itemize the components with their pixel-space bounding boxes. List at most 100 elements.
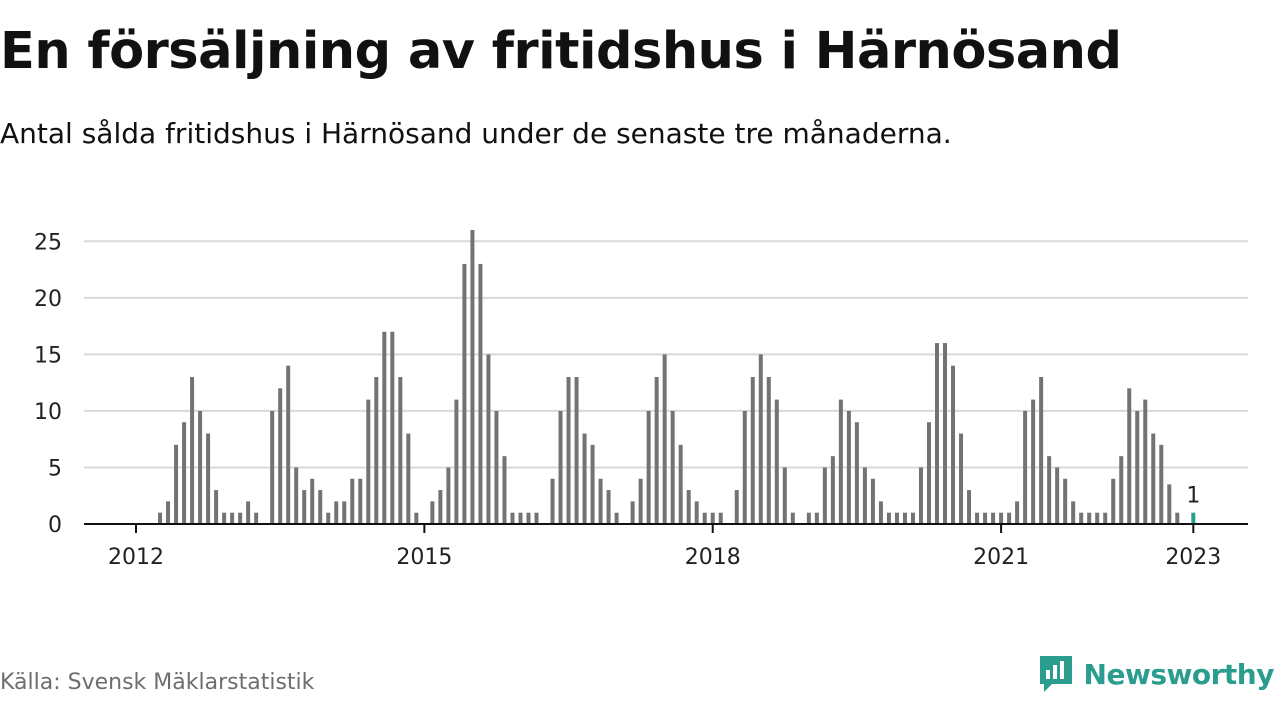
bar [230,512,235,524]
bar [406,433,411,524]
bar [654,377,659,524]
bar [991,512,996,524]
bar [398,377,403,524]
bar [814,512,819,524]
bar [983,512,988,524]
bar [902,512,907,524]
chart-subtitle: Antal sålda fritidshus i Härnösand under… [0,117,952,150]
bar [462,263,467,524]
bar [198,410,203,524]
bar [1135,410,1140,524]
bar [478,263,483,524]
bar [438,490,443,524]
bar [1031,399,1036,524]
bar [734,490,739,524]
bar [366,399,371,524]
bar [278,388,283,524]
bar [558,410,563,524]
bar [742,410,747,524]
bar [935,343,939,524]
bar [830,456,835,524]
bar [1111,478,1116,524]
bar [782,467,787,524]
bar [854,422,859,524]
bar [446,467,451,524]
x-axis-ticks: 2012 2015 2018 2021 2023 [108,524,1221,570]
bar-highlight [1191,512,1196,524]
bar [638,478,643,524]
x-tick-label: 2015 [396,545,452,570]
bar-chart: 0 5 10 15 20 25 2012 2015 2018 2021 2023 1 [34,230,1248,570]
bar [582,433,587,524]
y-tick-label: 5 [48,456,62,481]
bar [214,490,219,524]
x-tick-label: 2021 [973,545,1029,570]
bar [326,512,331,524]
bar [1143,399,1148,524]
y-tick-label: 20 [34,287,62,312]
bar [1079,512,1084,524]
bar [1103,512,1108,524]
bar [430,501,435,524]
bar [310,478,315,524]
bar [718,512,723,524]
bar [222,512,227,524]
bar [766,377,771,524]
bar [1087,512,1092,524]
bar [878,501,883,524]
bar [870,478,875,524]
bar [470,230,475,524]
bar [886,512,891,524]
bar [686,490,691,524]
bar [294,467,299,524]
bar [967,490,972,524]
y-axis-ticks: 0 5 10 15 20 25 [34,230,62,538]
source-note: Källa: Svensk Mäklarstatistik [0,670,315,695]
bar [959,433,964,524]
bar [1159,444,1164,524]
bar [374,377,379,524]
bar [678,444,683,524]
bar [918,467,923,524]
bar [822,467,827,524]
bar [166,501,171,524]
bar [350,478,355,524]
brand-logo[interactable]: Newsworthy [1038,654,1275,694]
bar [358,478,363,524]
bar [1007,512,1012,524]
bar [806,512,811,524]
bar [286,365,291,524]
bar [999,512,1004,524]
data-labels: 1 [1186,484,1200,509]
y-tick-label: 25 [34,230,62,255]
bar [710,512,715,524]
bars [158,230,1196,524]
bar [702,512,707,524]
bar [838,399,843,524]
bar [414,512,419,524]
bar [1063,478,1068,524]
bar [158,512,163,524]
bar [694,501,699,524]
bar [894,512,899,524]
newsworthy-logo-icon [1039,656,1072,692]
bar [494,410,499,524]
bar [190,377,195,524]
bar [951,365,956,524]
bar [590,444,595,524]
bar [206,433,211,524]
bar [390,331,395,524]
bar [1127,388,1132,524]
bar [1055,467,1060,524]
bar [1023,410,1028,524]
bar [254,512,259,524]
chart-title: En försäljning av fritidshus i Härnösand [0,22,1122,81]
bar [382,331,387,524]
bar [1039,377,1044,524]
bar [534,512,539,524]
bar [790,512,795,524]
bar [1119,456,1124,524]
bar [943,343,948,524]
bar [454,399,459,524]
bar [270,410,275,524]
